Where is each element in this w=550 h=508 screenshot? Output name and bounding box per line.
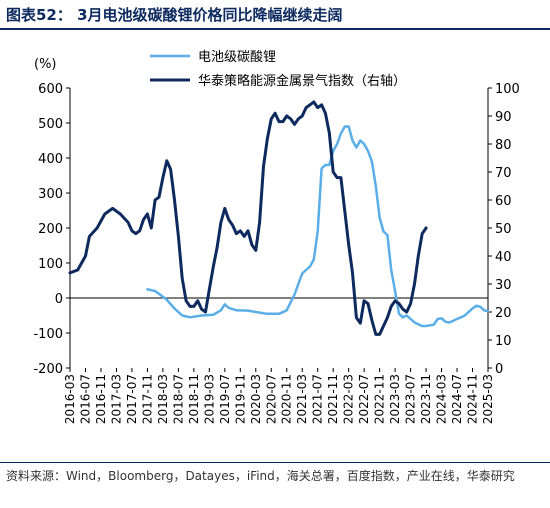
left-tick-label: -200 <box>33 362 63 377</box>
source-note: 资料来源：Wind，Bloomberg，Datayes，iFind，海关总署，百… <box>6 469 515 483</box>
chart: (%) -200 -100 0 100 200 300 400 500 600 0 10 20 30 40 5… <box>33 50 520 424</box>
x-tick-label: 2019-07 <box>218 374 232 424</box>
x-tick-label: 2016-03 <box>63 374 77 424</box>
left-tick-label: 300 <box>38 187 63 202</box>
x-tick-label: 2021-03 <box>295 374 309 424</box>
x-tick-label: 2021-11 <box>326 374 340 424</box>
legend-label-1: 电池级碳酸锂 <box>198 50 276 65</box>
left-tick-label: 100 <box>38 257 63 272</box>
x-tick-label: 2018-03 <box>156 374 170 424</box>
x-tick-label: 2024-03 <box>435 374 449 424</box>
left-axis-unit: (%) <box>34 57 57 72</box>
title-rule <box>0 28 550 30</box>
right-tick-label: 90 <box>495 110 512 125</box>
x-tick-label: 2017-03 <box>109 374 123 424</box>
left-tick-label: 600 <box>38 82 63 97</box>
right-tick-label: 80 <box>495 138 512 153</box>
x-tick-label: 2025-03 <box>481 374 495 424</box>
right-tick-label: 0 <box>495 362 503 377</box>
x-tick-label: 2020-07 <box>264 374 278 424</box>
right-tick-label: 30 <box>495 278 512 293</box>
x-tick-label: 2021-07 <box>311 374 325 424</box>
right-tick-label: 20 <box>495 306 512 321</box>
title-bar: 图表52： 3月电池级碳酸锂价格同比降幅继续走阔 <box>0 0 550 30</box>
x-tick-label: 2018-11 <box>187 374 201 424</box>
right-tick-label: 100 <box>495 82 520 97</box>
x-tick-label: 2023-03 <box>388 374 402 424</box>
x-tick-label: 2020-03 <box>249 374 263 424</box>
x-tick-label: 2020-11 <box>280 374 294 424</box>
right-tick-label: 60 <box>495 194 512 209</box>
chart-title: 图表52： 3月电池级碳酸锂价格同比降幅继续走阔 <box>6 6 343 24</box>
x-tick-label: 2024-07 <box>450 374 464 424</box>
legend-label-2: 华泰策略能源金属景气指数（右轴） <box>198 73 406 89</box>
x-tick-label: 2024-11 <box>466 374 480 424</box>
left-tick-label: -100 <box>33 327 63 342</box>
left-tick-label: 0 <box>55 292 63 307</box>
source-rule <box>0 462 550 463</box>
x-tick-label: 2022-11 <box>373 374 387 424</box>
series-line-2 <box>68 100 428 336</box>
x-tick-label: 2016-07 <box>78 374 92 424</box>
x-tick-label: 2018-07 <box>171 374 185 424</box>
x-tick-label: 2016-11 <box>94 374 108 424</box>
x-tick-label: 2017-11 <box>140 374 154 424</box>
x-tick-label: 2022-07 <box>357 374 371 424</box>
left-tick-label: 400 <box>38 152 63 167</box>
right-tick-label: 40 <box>495 250 512 265</box>
x-tick-label: 2022-03 <box>342 374 356 424</box>
series-line-1 <box>146 125 490 328</box>
x-tick-label: 2017-07 <box>125 374 139 424</box>
right-tick-label: 50 <box>495 222 512 237</box>
right-tick-label: 10 <box>495 334 512 349</box>
x-tick-label: 2019-03 <box>202 374 216 424</box>
x-tick-label: 2023-11 <box>419 374 433 424</box>
left-tick-label: 500 <box>38 117 63 132</box>
right-tick-label: 70 <box>495 166 512 181</box>
x-tick-label: 2019-11 <box>233 374 247 424</box>
left-tick-label: 200 <box>38 222 63 237</box>
x-tick-label: 2023-07 <box>404 374 418 424</box>
